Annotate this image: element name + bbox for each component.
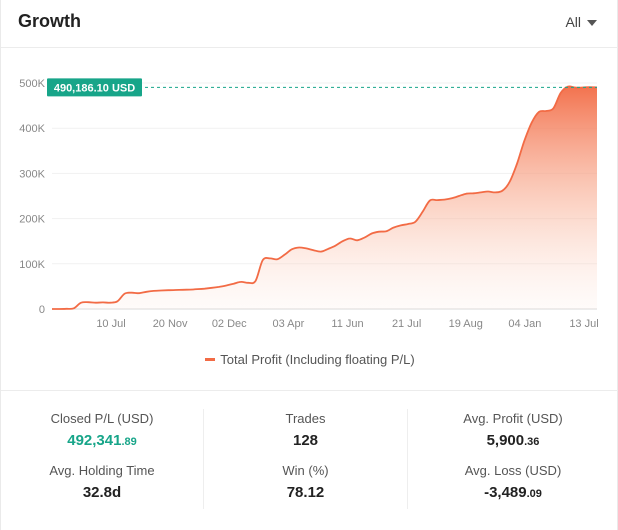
growth-chart-svg: 0 100K 200K 300K 400K 500K 10 Jul 20 Nov 02 Dec 0… — [19, 78, 598, 330]
stat-value: 78.12 — [286, 484, 325, 501]
y-tick-label: 300K — [19, 168, 45, 180]
growth-chart: 0 100K 200K 300K 400K 500K 10 Jul 20 Nov 02 Dec 0… — [1, 48, 618, 348]
chart-legend[interactable]: Total Profit (Including floating P/L) — [1, 352, 618, 367]
profit-line[interactable] — [52, 85, 598, 310]
stat-avg-loss: Avg. Loss (USD) -3,489.09 — [408, 463, 618, 501]
caret-down-icon — [587, 19, 597, 26]
stat-label: Avg. Loss (USD) — [464, 463, 562, 478]
legend-swatch — [205, 358, 216, 362]
stats-panel: Closed P/L (USD) 492,341.89 Avg. Holding… — [1, 390, 618, 530]
stat-value: -3,489.09 — [408, 484, 618, 501]
stat-value-int: 492,341 — [67, 432, 122, 449]
stat-value-dec: .36 — [524, 436, 540, 448]
stat-value: 32.8d — [82, 484, 122, 501]
stat-avg-profit: Avg. Profit (USD) 5,900.36 — [408, 411, 618, 449]
x-tick-label: 21 Jul — [392, 318, 421, 330]
card-header: Growth All — [1, 0, 618, 48]
card-title: Growth — [18, 11, 81, 31]
x-tick-label: 03 Apr — [272, 318, 304, 330]
x-tick-label: 11 Jun — [331, 318, 363, 330]
stat-label: Avg. Profit (USD) — [463, 411, 563, 426]
chart-area-layer — [52, 85, 598, 310]
current-value-label: 490,186.10 USD — [54, 82, 135, 94]
y-tick-label: 500K — [19, 78, 45, 90]
y-tick-label: 400K — [19, 123, 45, 135]
y-tick-label: 100K — [19, 259, 45, 271]
stat-label: Win (%) — [282, 463, 329, 478]
stat-label: Avg. Holding Time — [49, 463, 155, 478]
stats-column-right: Avg. Profit (USD) 5,900.36 Avg. Loss (US… — [408, 391, 618, 521]
stat-value: 128 — [292, 432, 319, 449]
stat-win-percent: Win (%) 78.12 — [204, 463, 407, 501]
stat-closed-pl: Closed P/L (USD) 492,341.89 — [1, 411, 203, 449]
chart-value-marker: 490,186.10 USD — [47, 78, 597, 97]
x-tick-label: 20 Nov — [153, 318, 188, 330]
stat-label: Trades — [285, 411, 326, 426]
stats-column-middle: Trades 128 Win (%) 78.12 — [203, 409, 408, 509]
stat-value: 5,900.36 — [408, 432, 618, 449]
stat-value-dec: .09 — [526, 488, 542, 500]
period-dropdown-label: All — [565, 14, 581, 30]
stat-trades: Trades 128 — [204, 411, 407, 449]
stat-value-int: -3,489 — [484, 484, 527, 501]
x-tick-label: 10 Jul — [96, 318, 125, 330]
profit-area-fill — [52, 86, 597, 309]
legend-label: Total Profit (Including floating P/L) — [220, 352, 415, 367]
period-dropdown[interactable]: All — [565, 14, 597, 30]
chart-axes: 0 100K 200K 300K 400K 500K 10 Jul 20 Nov 02 Dec 0… — [19, 78, 598, 330]
stat-value-int: 5,900 — [486, 432, 525, 449]
x-tick-label: 02 Dec — [212, 318, 247, 330]
current-value-badge — [47, 78, 142, 97]
stat-value-dec: .89 — [121, 436, 137, 448]
stat-label: Closed P/L (USD) — [50, 411, 154, 426]
x-tick-label: 19 Aug — [449, 318, 483, 330]
stat-value: 492,341.89 — [1, 432, 203, 449]
y-tick-label: 0 — [39, 304, 45, 316]
x-tick-label: 04 Jan — [508, 318, 541, 330]
stats-column-left: Closed P/L (USD) 492,341.89 Avg. Holding… — [1, 391, 203, 521]
stat-avg-holding-time: Avg. Holding Time 32.8d — [1, 463, 203, 501]
x-tick-label: 13 Jul — [569, 318, 598, 330]
y-tick-label: 200K — [19, 214, 45, 226]
